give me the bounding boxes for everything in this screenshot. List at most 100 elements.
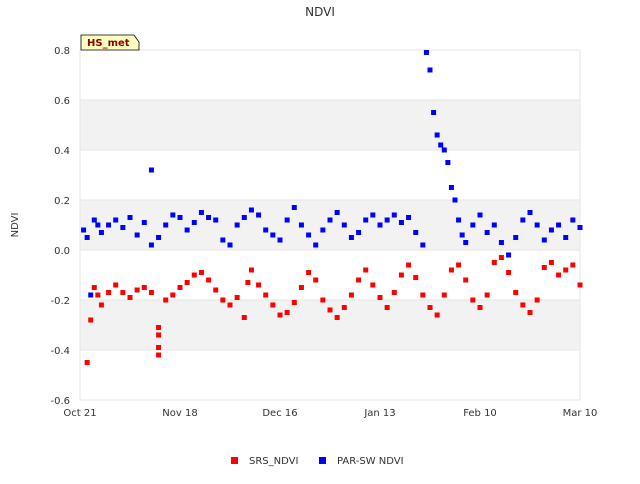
data-point bbox=[84, 235, 90, 240]
data-point bbox=[438, 142, 444, 148]
data-point bbox=[134, 232, 140, 238]
grid-band bbox=[80, 100, 580, 150]
data-point bbox=[81, 227, 87, 233]
data-point bbox=[334, 210, 340, 215]
data-point bbox=[163, 297, 169, 303]
data-point bbox=[191, 220, 197, 225]
y-tick-label: 0.2 bbox=[54, 196, 70, 207]
data-point bbox=[98, 230, 104, 235]
data-point bbox=[245, 280, 251, 285]
y-tick-label: -0.2 bbox=[50, 296, 70, 307]
data-point bbox=[270, 302, 276, 308]
data-point bbox=[84, 360, 90, 365]
data-point bbox=[513, 290, 519, 295]
legend-label-parsw: PAR-SW NDVI bbox=[337, 456, 404, 467]
data-point bbox=[306, 232, 312, 238]
data-point bbox=[459, 232, 465, 238]
data-point bbox=[556, 272, 562, 278]
data-point bbox=[534, 297, 540, 303]
data-point bbox=[563, 267, 569, 273]
data-point bbox=[377, 295, 383, 300]
x-tick-label: Oct 21 bbox=[63, 408, 96, 419]
data-point bbox=[291, 300, 297, 305]
data-point bbox=[298, 222, 304, 228]
grid-band bbox=[80, 50, 580, 100]
data-point bbox=[577, 282, 583, 288]
data-point bbox=[491, 260, 497, 265]
data-point bbox=[370, 212, 376, 218]
data-point bbox=[284, 310, 290, 315]
data-point bbox=[348, 235, 354, 240]
data-point bbox=[98, 302, 104, 308]
legend-marker-srs bbox=[231, 457, 238, 464]
grid-band bbox=[80, 200, 580, 250]
data-point bbox=[156, 345, 162, 350]
data-point bbox=[106, 222, 112, 228]
y-tick-label: 0.6 bbox=[54, 96, 70, 107]
data-point bbox=[363, 217, 369, 223]
data-point bbox=[577, 225, 583, 230]
data-points bbox=[81, 50, 583, 365]
data-point bbox=[348, 292, 354, 298]
data-point bbox=[434, 132, 440, 138]
grid-band bbox=[80, 350, 580, 400]
data-point bbox=[191, 272, 197, 278]
data-point bbox=[248, 207, 254, 213]
data-point bbox=[527, 210, 533, 215]
data-point bbox=[163, 222, 169, 228]
data-point bbox=[220, 297, 226, 303]
data-point bbox=[148, 290, 154, 295]
data-point bbox=[91, 217, 97, 223]
data-point bbox=[341, 305, 347, 310]
legend-label-srs: SRS_NDVI bbox=[249, 456, 298, 467]
data-point bbox=[341, 222, 347, 228]
data-point bbox=[291, 205, 297, 210]
data-point bbox=[113, 282, 119, 288]
data-point bbox=[127, 215, 133, 220]
data-point bbox=[391, 290, 397, 295]
data-point bbox=[484, 230, 490, 235]
data-point bbox=[463, 240, 469, 245]
x-tick-label: Feb 10 bbox=[463, 408, 497, 419]
data-point bbox=[88, 317, 94, 323]
data-point bbox=[520, 302, 526, 308]
data-point bbox=[277, 237, 283, 243]
chart-title: NDVI bbox=[305, 5, 335, 19]
y-axis-label: NDVI bbox=[10, 213, 21, 238]
y-axis-ticks: -0.6 -0.4 -0.2 0.0 0.2 0.4 0.6 0.8 bbox=[50, 46, 70, 407]
data-point bbox=[491, 222, 497, 228]
x-axis-ticks: Oct 21 Nov 18 Dec 16 Jan 13 Feb 10 Mar 10 bbox=[63, 408, 597, 419]
data-point bbox=[398, 220, 404, 225]
data-point bbox=[406, 215, 412, 220]
data-point bbox=[431, 110, 437, 115]
data-point bbox=[427, 305, 433, 310]
data-point bbox=[234, 222, 240, 228]
data-point bbox=[298, 285, 304, 290]
data-point bbox=[413, 275, 419, 280]
data-point bbox=[263, 227, 269, 233]
legend-marker-parsw bbox=[319, 457, 326, 464]
data-point bbox=[556, 222, 562, 228]
data-point bbox=[548, 260, 554, 265]
data-point bbox=[270, 232, 276, 238]
data-point bbox=[95, 292, 101, 298]
data-point bbox=[470, 222, 476, 228]
data-point bbox=[306, 270, 312, 275]
data-point bbox=[127, 295, 133, 300]
data-point bbox=[420, 292, 426, 298]
y-tick-label: 0.4 bbox=[54, 146, 70, 157]
x-tick-label: Dec 16 bbox=[262, 408, 297, 419]
data-point bbox=[541, 237, 547, 243]
data-point bbox=[456, 217, 462, 223]
data-point bbox=[120, 290, 126, 295]
data-point bbox=[177, 215, 183, 220]
data-point bbox=[563, 235, 569, 240]
data-point bbox=[548, 227, 554, 233]
data-point bbox=[498, 255, 504, 260]
data-point bbox=[363, 267, 369, 273]
data-point bbox=[148, 242, 154, 248]
data-point bbox=[541, 265, 547, 270]
data-point bbox=[423, 50, 429, 55]
data-point bbox=[206, 277, 212, 283]
data-point bbox=[313, 242, 319, 248]
